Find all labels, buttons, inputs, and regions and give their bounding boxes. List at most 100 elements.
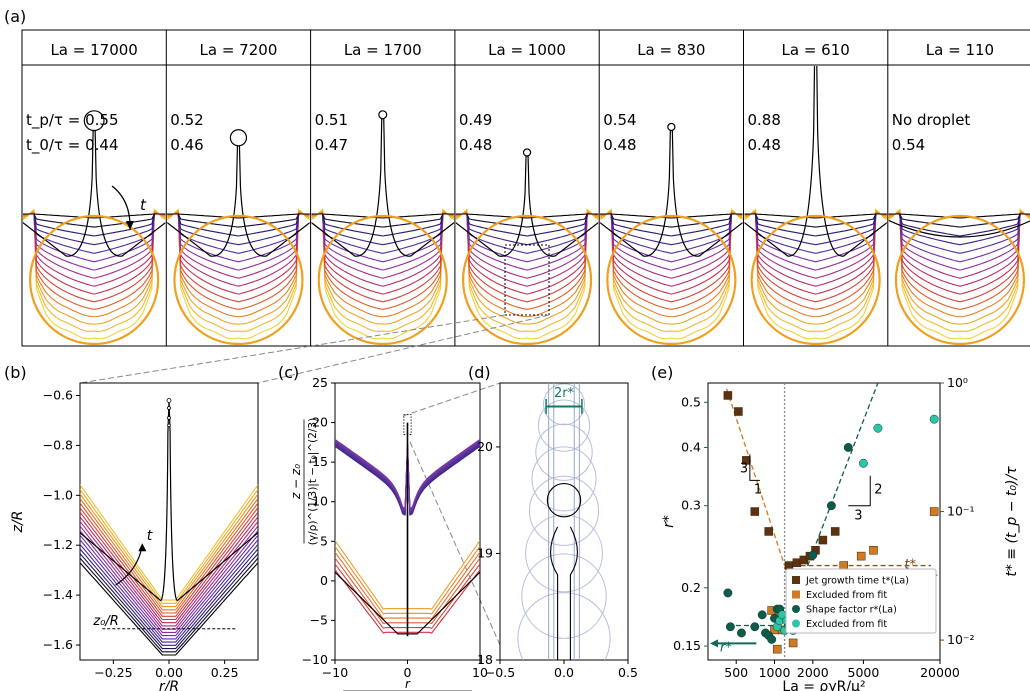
la-title: La = 17000 [50,41,137,59]
cavity-curve [455,211,599,318]
cavity-curve [311,213,454,303]
x-tick-label: 500 [724,665,748,680]
profile-curve [80,488,258,604]
cavity-curve [311,213,454,263]
legend-marker [792,576,800,584]
panel-a-column-4: La = 830 0.54 0.48 [600,41,743,345]
panel-label-b: (b) [4,363,27,382]
legend-label: Shape factor r*(La) [806,605,897,616]
cavity-curve [888,213,1030,295]
cavity-curve [744,213,887,287]
cavity-curve [600,213,743,295]
y-tick-label: 25 [312,375,328,390]
droplet [167,423,171,428]
y-tick-label: −0.8 [43,437,73,452]
profile-curve [80,539,258,640]
column-drawing [23,110,166,345]
la-title: La = 7200 [200,41,278,59]
cavity-curve [455,213,599,287]
point-2 [808,550,818,560]
profile-curve [80,562,258,656]
column-drawing [744,66,887,345]
cavity-curve [888,213,1030,219]
y-tick-label: −1.0 [43,487,73,502]
panel-label-c: (c) [278,363,299,382]
cavity-curve [311,213,454,237]
panel-a-column-1: La = 7200 0.52 0.46 [167,41,310,345]
fit-t-steep [725,388,786,566]
cavity-curve [311,213,454,246]
la-title: La = 830 [637,41,705,59]
cavity-curve [311,213,454,228]
cavity-curve [600,213,743,228]
cavity-curve [167,213,310,246]
cavity-curve [167,209,310,332]
ratio-row1: 0.54 [603,111,636,129]
x-tick-label: 2000 [797,665,829,680]
cavity-curve [600,213,743,237]
profile-curve [80,484,258,601]
z0-label: z₀/R [92,614,118,629]
cavity-curve [744,213,887,237]
x-axis-label: La = ργR/μ² [782,679,865,691]
panel-label-e: (e) [651,363,673,382]
droplet-outline [517,592,611,660]
droplet [83,110,105,132]
column-drawing [311,110,454,345]
column-drawing [888,208,1030,345]
cavity-curve [167,213,310,295]
panel-e-frame [707,382,941,661]
y-tick-left-label: 0.5 [681,394,701,409]
cavity-curve [311,209,454,332]
legend-box [785,568,937,634]
y-tick-label: −1.4 [43,587,73,602]
cavity-curve [744,213,887,228]
y-axis-right-label: t* ≡ (t_p − t₀)/τ [1004,466,1020,577]
x-tick-label: 0 [404,665,412,680]
point-1 [929,507,939,516]
y-tick-label: 19 [477,545,493,560]
zoom-line [409,441,501,646]
legend-marker [792,619,800,628]
cavity-curve [600,212,743,310]
cavity-curve [167,211,310,318]
y-tick-label: 15 [312,454,328,469]
profile-curve [80,534,258,637]
cavity-curve [600,213,743,303]
bubble-outline [894,214,1026,345]
panel-label-d: (d) [468,363,491,382]
point-1 [856,551,866,561]
bubble-outline [461,214,593,345]
cavity-curve [455,213,599,263]
cavity-curve [311,210,454,325]
black-jet [550,526,578,660]
cavity-curve [600,213,743,219]
cavity-curve [744,213,887,295]
cavity-curve [167,213,310,279]
droplet [667,122,676,132]
point-1 [772,644,782,654]
slope-triangle-right [848,475,871,507]
panel-b: z₀/R t −0.25 0.00 0.25 −0.6 −0.8 −1.0 −1.2 −1.4 −1… [10,382,259,691]
x-label-num: r [405,677,411,691]
cavity-curve [23,211,166,318]
y-tick-left-label: 0.3 [681,498,701,513]
y-axis-left-label: r* [661,515,677,528]
panel-label-a: (a) [4,7,26,26]
droplet [167,406,171,410]
cavity-curve [455,213,599,228]
legend-marker [792,605,800,613]
x-tick-label: 0.5 [618,665,638,680]
zoom-line [257,314,550,384]
ratio-row2: 0.54 [892,136,925,154]
cavity-curve [600,213,743,271]
cavity-curve [23,210,166,325]
cavity-curve [311,212,454,310]
y-label-group: z − z₀ (γ/ρ)^(1/3)|t − t₀|^(2/3) [289,418,319,545]
y-tick-label: −0.6 [43,387,73,402]
legend-label: Jet growth time t*(La) [805,576,909,587]
slope-triangle-left [749,454,760,481]
cavity-curve [167,213,310,263]
cavity-curve [167,208,310,340]
zoom-connector-lines [79,314,550,646]
